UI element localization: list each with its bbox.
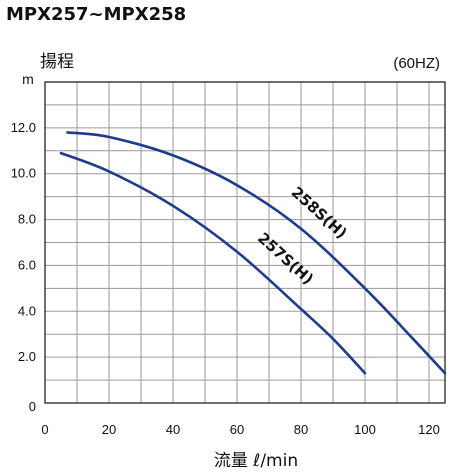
x-tick-label: 0 bbox=[41, 422, 48, 437]
y-tick-label: 12.0 bbox=[11, 120, 36, 135]
y-tick-label: 2.0 bbox=[18, 349, 36, 364]
grid-layer bbox=[45, 82, 445, 403]
tick-label-layer: 0 2.0 4.0 6.0 8.0 10.0 12.0 0 20 40 60 80 100 120 bbox=[11, 120, 440, 437]
series-line bbox=[59, 151, 367, 375]
series-line bbox=[66, 131, 447, 375]
axis-layer bbox=[44, 81, 446, 404]
y-tick-label: 0 bbox=[29, 399, 36, 414]
x-tick-label: 20 bbox=[102, 422, 116, 437]
series-label: 257S(H) bbox=[254, 229, 317, 288]
frequency-note: (60HZ) bbox=[393, 55, 440, 72]
y-axis-unit: m bbox=[22, 71, 34, 87]
x-tick-label: 80 bbox=[294, 422, 308, 437]
series-label: 258S(H) bbox=[288, 183, 351, 242]
chart-title: MPX257~MPX258 bbox=[6, 4, 186, 25]
x-tick-label: 40 bbox=[166, 422, 180, 437]
y-tick-label: 10.0 bbox=[11, 166, 36, 181]
series-layer: 258S(H)257S(H) bbox=[59, 131, 447, 375]
x-tick-label: 120 bbox=[418, 422, 440, 437]
x-tick-label: 100 bbox=[354, 422, 376, 437]
x-axis-label: 流量 ℓ/min bbox=[214, 451, 298, 471]
y-tick-label: 8.0 bbox=[18, 212, 36, 227]
y-tick-label: 6.0 bbox=[18, 257, 36, 272]
y-axis-label: 揚程 bbox=[40, 52, 74, 72]
plot-frame bbox=[44, 81, 446, 404]
x-tick-label: 60 bbox=[230, 422, 244, 437]
y-tick-label: 4.0 bbox=[18, 303, 36, 318]
